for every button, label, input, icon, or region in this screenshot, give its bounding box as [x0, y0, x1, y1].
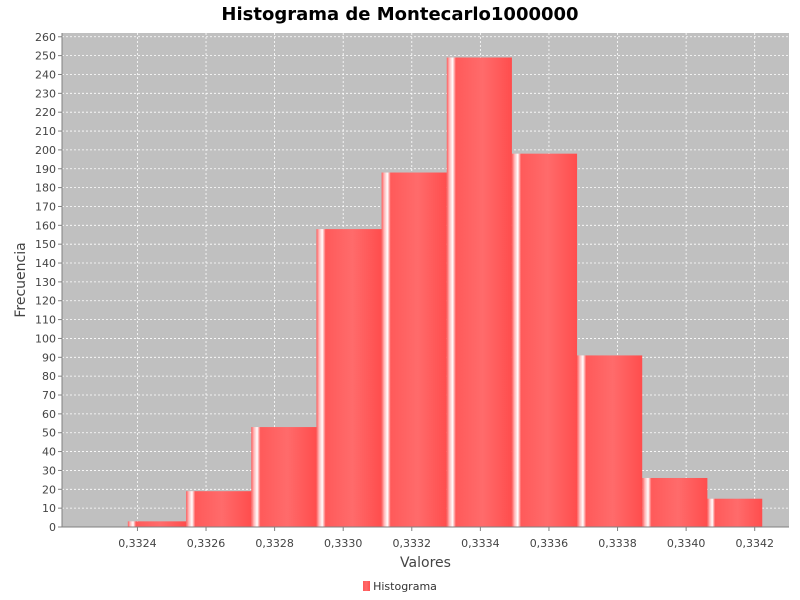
y-tick-label: 250 — [35, 50, 56, 63]
y-tick-label: 70 — [42, 389, 56, 402]
y-tick-label: 10 — [42, 502, 56, 515]
y-tick-label: 170 — [35, 200, 56, 213]
histogram-bar — [186, 491, 252, 527]
y-tick-label: 220 — [35, 106, 56, 119]
x-tick-label: 0,3342 — [735, 537, 774, 550]
histogram-bar — [251, 427, 317, 527]
chart-title: Histograma de Montecarlo1000000 — [221, 4, 579, 25]
x-tick-label: 0,3330 — [324, 537, 363, 550]
y-tick-label: 180 — [35, 182, 56, 195]
y-tick-label: 100 — [35, 332, 56, 345]
y-tick-label: 30 — [42, 464, 56, 477]
y-axis-label: Frecuencia — [13, 242, 29, 317]
y-tick-label: 130 — [35, 276, 56, 289]
histogram-bar — [511, 153, 578, 527]
histogram-bar — [577, 355, 643, 527]
y-tick-label: 200 — [35, 144, 56, 157]
histogram-bar — [381, 172, 447, 527]
x-tick-label: 0,3334 — [461, 537, 500, 550]
x-axis-label: Valores — [400, 555, 451, 571]
y-tick-label: 160 — [35, 219, 56, 232]
y-tick-label: 80 — [42, 370, 56, 383]
y-tick-label: 260 — [35, 31, 56, 44]
y-tick-label: 20 — [42, 483, 56, 496]
y-tick-label: 230 — [35, 87, 56, 100]
chart-legend: Histograma — [0, 580, 800, 593]
histogram-bar — [316, 229, 382, 527]
x-tick-label: 0,3326 — [187, 537, 226, 550]
histogram-bar — [707, 498, 763, 527]
x-tick-label: 0,3324 — [118, 537, 157, 550]
x-tick-label: 0,3338 — [598, 537, 637, 550]
y-tick-label: 140 — [35, 257, 56, 270]
y-tick-label: 60 — [42, 408, 56, 421]
histogram-bar — [446, 57, 512, 528]
legend-swatch — [363, 581, 371, 591]
x-tick-label: 0,3340 — [667, 537, 706, 550]
y-tick-label: 50 — [42, 427, 56, 440]
x-tick-label: 0,3332 — [393, 537, 432, 550]
histogram-bar — [642, 477, 708, 527]
y-tick-label: 210 — [35, 125, 56, 138]
y-tick-label: 0 — [49, 521, 56, 534]
histogram-bar — [127, 521, 187, 527]
y-tick-label: 190 — [35, 163, 56, 176]
y-tick-label: 40 — [42, 446, 56, 459]
x-tick-label: 0,3328 — [255, 537, 294, 550]
y-tick-label: 90 — [42, 351, 56, 364]
y-tick-label: 240 — [35, 68, 56, 81]
x-tick-label: 0,3336 — [530, 537, 569, 550]
y-tick-label: 110 — [35, 314, 56, 327]
legend-label: Histograma — [373, 580, 437, 593]
y-tick-label: 120 — [35, 295, 56, 308]
y-tick-label: 150 — [35, 238, 56, 251]
